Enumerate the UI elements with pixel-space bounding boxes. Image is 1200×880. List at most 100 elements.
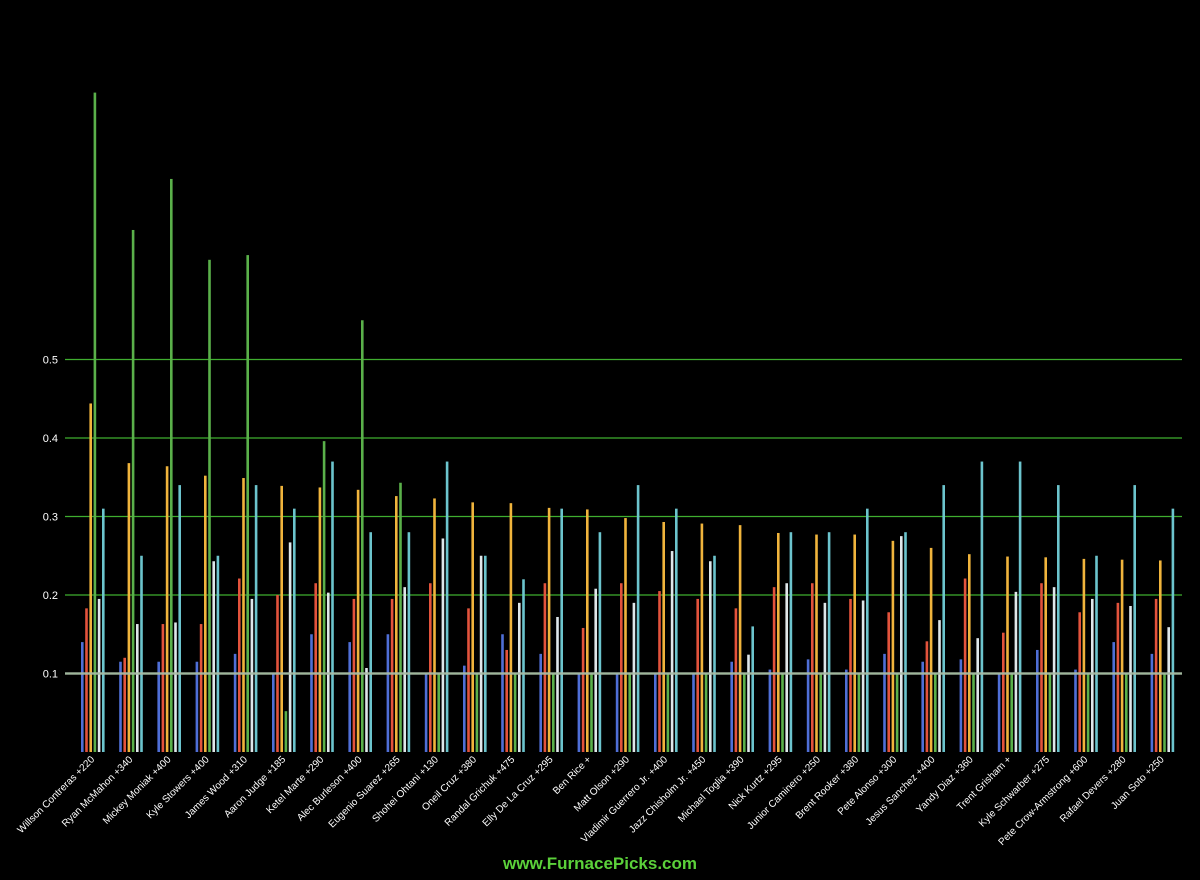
bar-9-3	[437, 673, 440, 752]
bar-10-0	[463, 665, 466, 752]
bar-14-2	[624, 518, 627, 752]
bar-3-2	[204, 475, 207, 752]
bar-24-0	[997, 673, 1001, 752]
bar-23-1	[963, 578, 967, 752]
x-tick-label: Kyle Schwarber +275	[977, 754, 1052, 829]
bar-13-2	[586, 509, 589, 752]
bar-24-2	[1006, 556, 1009, 752]
bar-14-4	[632, 602, 636, 752]
bar-23-5	[980, 461, 984, 752]
bar-9-1	[429, 583, 432, 752]
bar-23-3	[972, 673, 975, 752]
bar-8-2	[395, 496, 398, 752]
bar-19-1	[811, 583, 814, 752]
bar-22-4	[938, 620, 941, 752]
bar-4-4	[250, 598, 254, 752]
bar-19-5	[827, 532, 831, 752]
bar-7-5	[369, 532, 372, 752]
bar-0-1	[85, 608, 88, 752]
bar-9-4	[441, 538, 445, 752]
bar-2-2	[165, 466, 169, 752]
bar-6-1	[314, 583, 317, 752]
bar-2-1	[161, 624, 165, 752]
bar-0-4	[97, 598, 101, 752]
bar-28-2	[1159, 560, 1162, 752]
bar-0-5	[102, 508, 105, 752]
bar-7-4	[365, 668, 368, 752]
bar-17-5	[751, 626, 754, 752]
bar-16-1	[696, 598, 699, 752]
bar-18-2	[777, 532, 780, 752]
bar-10-4	[479, 555, 483, 752]
bar-27-3	[1125, 673, 1128, 752]
bar-21-1	[887, 612, 890, 752]
bar-18-5	[789, 532, 793, 752]
bar-16-0	[692, 673, 695, 752]
bar-7-3	[361, 320, 364, 752]
y-axis-labels: 0.1 0.2 0.3 0.4 0.5	[43, 355, 58, 681]
bar-0-3	[93, 92, 97, 753]
gridlines	[65, 358, 1182, 675]
bar-23-0	[959, 659, 963, 752]
x-tick-label: Eugenio Suarez +265	[327, 754, 403, 830]
bar-20-5	[866, 508, 869, 752]
bar-1-5	[140, 555, 143, 752]
bar-16-3	[704, 673, 708, 752]
x-tick-label: Rafael Devers +280	[1058, 754, 1129, 825]
x-tick-label: Willson Contreras +220	[16, 754, 98, 836]
bar-12-5	[560, 508, 563, 752]
bar-8-5	[407, 532, 411, 752]
bar-24-3	[1010, 673, 1013, 752]
bar-4-3	[246, 255, 249, 752]
y-tick-label: 0.2	[43, 590, 58, 602]
bar-2-3	[170, 178, 173, 752]
bar-22-3	[934, 673, 937, 752]
bar-9-0	[424, 673, 428, 752]
bar-20-1	[849, 598, 852, 752]
bar-0-2	[89, 403, 92, 752]
bar-28-3	[1163, 673, 1166, 752]
bar-4-2	[242, 478, 245, 752]
x-tick-label: Alec Burleson +400	[295, 754, 365, 824]
x-tick-label: Elly De La Cruz +295	[481, 754, 556, 829]
bar-17-0	[730, 661, 733, 752]
bar-10-1	[467, 608, 470, 752]
bar-7-1	[352, 598, 356, 752]
bar-27-0	[1112, 642, 1115, 752]
y-tick-label: 0.1	[43, 669, 58, 681]
bar-23-4	[976, 638, 979, 752]
bar-1-1	[123, 657, 126, 752]
bar-27-1	[1116, 602, 1120, 752]
bar-12-4	[556, 616, 559, 752]
bar-3-1	[199, 624, 203, 752]
bar-8-0	[386, 634, 390, 752]
bar-28-0	[1150, 653, 1154, 752]
bar-22-0	[921, 661, 924, 752]
bar-3-5	[216, 555, 220, 752]
bar-13-3	[590, 673, 593, 752]
bar-15-3	[666, 673, 670, 752]
footer-website: www.FurnacePicks.com	[503, 854, 697, 873]
x-tick-label: Mickey Moniak +400	[101, 754, 174, 827]
bar-4-0	[233, 653, 237, 752]
bar-chart: 0.1 0.2 0.3 0.4 0.5 Willson Contreras +220Ry…	[16, 92, 1182, 848]
bar-18-4	[785, 583, 788, 752]
bar-1-0	[119, 661, 122, 752]
bar-5-0	[272, 673, 275, 752]
bar-19-2	[815, 534, 818, 752]
bar-27-4	[1129, 605, 1132, 752]
bar-7-2	[356, 489, 360, 752]
bar-24-5	[1018, 461, 1022, 752]
bar-11-1	[505, 649, 508, 752]
bar-14-0	[615, 673, 619, 752]
bar-0-0	[81, 642, 84, 752]
bar-23-2	[968, 554, 971, 752]
bar-3-4	[212, 561, 215, 752]
bar-6-2	[318, 487, 322, 752]
bar-8-3	[399, 482, 402, 752]
bar-3-3	[208, 259, 211, 752]
bar-25-4	[1052, 587, 1056, 752]
bar-26-3	[1086, 673, 1090, 752]
bar-22-1	[925, 641, 929, 752]
